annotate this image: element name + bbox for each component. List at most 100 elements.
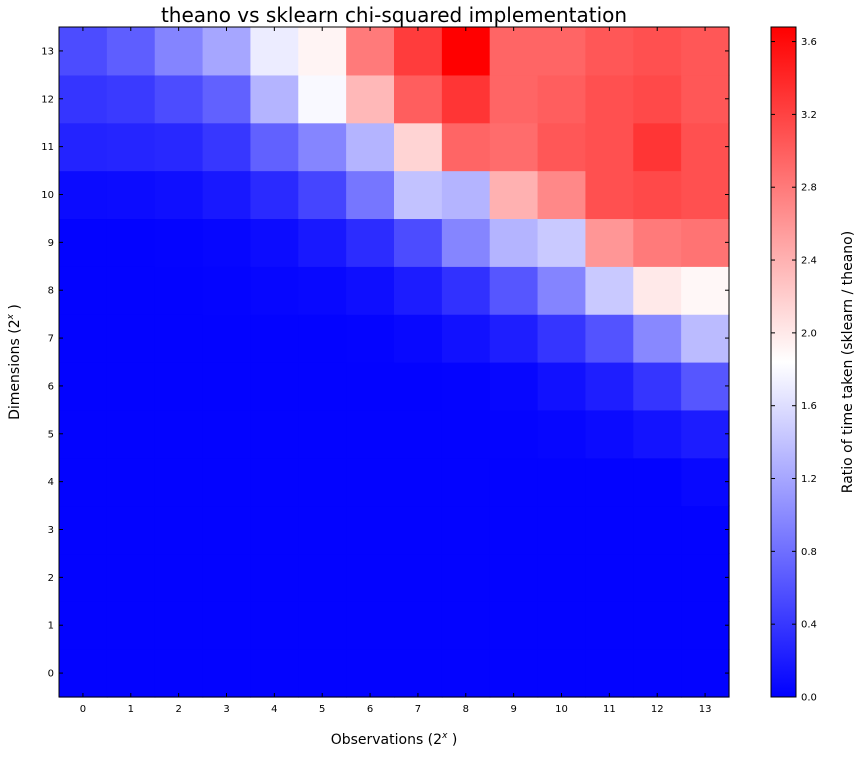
heatmap-cell xyxy=(681,362,730,411)
heatmap-cell xyxy=(585,266,634,315)
heatmap-cell xyxy=(441,553,491,602)
heatmap-cell xyxy=(346,505,395,555)
heatmap-cell xyxy=(250,266,299,315)
heatmap-cell xyxy=(59,409,108,459)
heatmap-cell xyxy=(250,457,299,507)
colorbar xyxy=(770,26,797,698)
heatmap-cell xyxy=(441,457,491,507)
heatmap-cell xyxy=(537,649,587,698)
heatmap-cell xyxy=(394,218,443,267)
heatmap-cell xyxy=(202,505,252,555)
y-axis-label: Dimensions (2x ) xyxy=(6,304,23,420)
heatmap-cell xyxy=(202,218,252,267)
heatmap-cell xyxy=(59,362,108,411)
y-tick-label: 7 xyxy=(48,334,54,345)
heatmap-cell xyxy=(154,649,204,698)
heatmap-cell xyxy=(250,170,299,220)
heatmap-cell xyxy=(537,409,587,459)
heatmap-cell xyxy=(346,74,395,124)
heatmap-cell xyxy=(106,601,156,650)
heatmap-cell xyxy=(537,266,587,315)
heatmap-cell xyxy=(106,218,156,267)
y-tick-label: 8 xyxy=(48,286,54,297)
colorbar-tick-label: 1.6 xyxy=(801,401,817,412)
heatmap-cell xyxy=(633,601,682,650)
heatmap-cell xyxy=(489,27,539,76)
x-axis-label: Observations (2x ) xyxy=(331,731,458,748)
heatmap-cell xyxy=(154,170,204,220)
heatmap-cell xyxy=(202,266,252,315)
heatmap-cell xyxy=(298,27,347,76)
heatmap-cell xyxy=(394,74,443,124)
heatmap-cell xyxy=(633,266,682,315)
heatmap-cell xyxy=(250,362,299,411)
heatmap-cell xyxy=(489,170,539,220)
colorbar-tick-label: 2.8 xyxy=(801,183,817,194)
heatmap-cell xyxy=(585,170,634,220)
x-axis-label-text: Observations xyxy=(331,732,424,748)
heatmap-cell xyxy=(154,314,204,363)
heatmap-cell xyxy=(537,553,587,602)
x-tick-label: 13 xyxy=(699,704,712,715)
x-tick-label: 6 xyxy=(367,704,373,715)
heatmap-cell xyxy=(346,601,395,650)
heatmap-cell xyxy=(59,122,108,172)
colorbar-tick-label: 3.6 xyxy=(801,37,817,48)
x-tick-label: 0 xyxy=(80,704,86,715)
heatmap-cell xyxy=(489,122,539,172)
y-tick-label: 1 xyxy=(48,621,54,632)
heatmap-cell xyxy=(681,74,730,124)
heatmap-cell xyxy=(202,457,252,507)
heatmap-cell xyxy=(394,122,443,172)
heatmap-cell xyxy=(298,170,347,220)
heatmap-cell xyxy=(250,649,299,698)
heatmap-cell xyxy=(202,122,252,172)
heatmap-cell xyxy=(250,553,299,602)
x-tick-label: 1 xyxy=(128,704,134,715)
heatmap-cell xyxy=(106,409,156,459)
heatmap-cell xyxy=(394,362,443,411)
heatmap-cell xyxy=(346,314,395,363)
heatmap-cell xyxy=(59,314,108,363)
heatmap-cell xyxy=(633,649,682,698)
heatmap-cell xyxy=(441,218,491,267)
heatmap-cell xyxy=(489,649,539,698)
heatmap-cell xyxy=(489,457,539,507)
heatmap-cell xyxy=(633,362,682,411)
colorbar-ticks: 0.0 0.4 0.8 1.2 1.6 2.0 2.4 2.8 3.2 3.6 xyxy=(771,37,817,704)
x-axis-label-paren-open: (2 xyxy=(423,732,442,748)
x-tick-label: 2 xyxy=(175,704,181,715)
heatmap-cell xyxy=(106,74,156,124)
heatmap-cell xyxy=(346,170,395,220)
heatmap-cell xyxy=(59,266,108,315)
colorbar-tick-label: 0.8 xyxy=(801,547,817,558)
colorbar-tick-label: 1.2 xyxy=(801,474,817,485)
y-axis-label-exponent: x xyxy=(6,313,16,320)
y-tick-label: 13 xyxy=(41,46,54,57)
heatmap-cell xyxy=(681,553,730,602)
heatmap-cell xyxy=(154,74,204,124)
heatmap-cell xyxy=(346,218,395,267)
heatmap-cell xyxy=(585,505,634,555)
heatmap-cell xyxy=(202,362,252,411)
x-tick-label: 9 xyxy=(510,704,516,715)
heatmap-cell xyxy=(59,27,108,76)
heatmap-cell xyxy=(489,314,539,363)
heatmap-cell xyxy=(489,218,539,267)
heatmap-cell xyxy=(441,314,491,363)
x-axis-label-exponent: x xyxy=(441,731,448,741)
heatmap-cells xyxy=(59,27,730,698)
heatmap-cell xyxy=(346,457,395,507)
heatmap-cell xyxy=(59,457,108,507)
heatmap-cell xyxy=(59,74,108,124)
heatmap-cell xyxy=(298,218,347,267)
y-tick-label: 10 xyxy=(41,190,54,201)
heatmap-cell xyxy=(585,27,634,76)
heatmap-cell xyxy=(346,553,395,602)
heatmap-cell xyxy=(59,170,108,220)
heatmap-cell xyxy=(537,601,587,650)
heatmap-cell xyxy=(250,74,299,124)
heatmap-cell xyxy=(394,314,443,363)
heatmap-cell xyxy=(394,505,443,555)
